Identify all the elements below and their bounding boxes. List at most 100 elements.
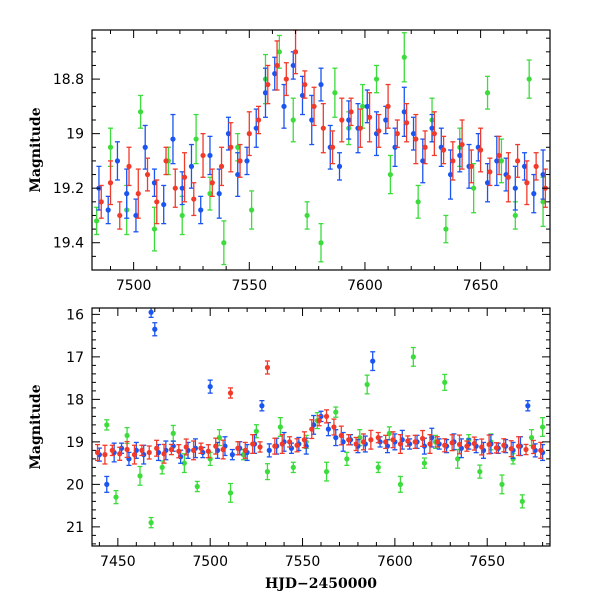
data-point <box>133 212 139 219</box>
x-tick-label: 7500 <box>192 554 228 570</box>
data-point <box>333 409 339 415</box>
data-point <box>323 469 330 475</box>
data-point <box>265 81 271 88</box>
data-point <box>152 326 158 332</box>
data-point <box>508 446 514 452</box>
data-point <box>290 464 296 470</box>
data-point <box>181 460 187 466</box>
x-tick-label: 7650 <box>463 278 499 294</box>
data-point <box>357 435 363 441</box>
data-point <box>264 364 271 371</box>
data-point <box>456 441 463 448</box>
data-point <box>183 444 189 450</box>
data-point <box>323 413 330 419</box>
data-point <box>154 199 160 205</box>
data-point <box>449 440 455 446</box>
data-point <box>450 158 456 164</box>
data-point <box>530 444 536 450</box>
data-point <box>336 163 343 169</box>
data-point <box>114 158 121 164</box>
data-point <box>255 117 262 123</box>
data-point <box>419 435 426 442</box>
data-point <box>249 207 255 213</box>
data-point <box>301 437 307 443</box>
data-point <box>181 174 188 180</box>
data-point <box>235 144 241 150</box>
top-panel: 7500 7550 7600 7650 18.8 19 19.2 19.4 Magnitude <box>28 29 551 294</box>
data-point <box>257 444 263 450</box>
data-point <box>259 403 265 409</box>
data-point <box>124 446 130 453</box>
data-point <box>366 114 373 120</box>
data-point <box>329 144 336 150</box>
data-point <box>148 309 154 315</box>
y-tick-label: 19 <box>66 127 84 143</box>
data-point <box>505 174 511 180</box>
data-point <box>383 439 389 445</box>
data-point <box>309 426 315 432</box>
data-point <box>528 435 535 441</box>
data-point <box>244 158 250 164</box>
data-point <box>521 163 528 169</box>
data-point <box>299 92 306 99</box>
data-point <box>228 144 234 150</box>
data-point <box>331 424 337 430</box>
x-tick-label: 7550 <box>231 278 267 294</box>
data-point <box>94 218 100 224</box>
data-point <box>346 437 352 443</box>
data-point <box>276 49 282 55</box>
data-point <box>124 191 130 197</box>
data-point <box>302 81 308 88</box>
data-point <box>442 379 448 385</box>
data-point <box>464 443 470 449</box>
data-point <box>176 448 182 454</box>
data-point <box>281 103 287 109</box>
data-point <box>370 358 376 364</box>
y-tick-label: 18.8 <box>53 72 84 88</box>
data-point <box>292 49 299 55</box>
data-point <box>332 90 338 96</box>
data-point <box>368 437 374 443</box>
data-point <box>107 144 114 150</box>
data-point <box>420 158 426 164</box>
x-tick-label: 7450 <box>100 554 136 570</box>
data-point <box>496 152 502 159</box>
data-point <box>429 125 435 131</box>
data-point <box>148 520 154 526</box>
data-point <box>168 446 175 453</box>
series-0 <box>104 346 546 529</box>
series-1 <box>96 51 546 233</box>
data-point <box>422 144 428 150</box>
data-point <box>274 62 280 69</box>
data-point <box>447 171 454 178</box>
data-point <box>494 158 500 164</box>
data-point <box>279 441 285 447</box>
data-point <box>512 185 518 191</box>
y-axis-label: Magnitude <box>28 107 44 192</box>
data-point <box>124 432 130 439</box>
data-point <box>151 226 158 232</box>
data-point <box>191 196 197 202</box>
data-point <box>235 445 241 451</box>
data-point <box>221 240 227 246</box>
data-point <box>412 439 418 445</box>
data-point <box>207 191 213 197</box>
data-point <box>161 451 167 457</box>
data-point <box>512 212 518 219</box>
bottom-panel: 7450 7500 7550 7600 7650 16 17 18 19 20 21 Magnitud… <box>28 307 551 592</box>
data-point <box>375 435 381 441</box>
data-point <box>523 446 529 453</box>
y-tick-label: 18 <box>66 392 84 408</box>
data-point <box>290 62 296 69</box>
y-tick-label: 19.4 <box>53 236 84 252</box>
x-axis-label: HJD−2450000 <box>265 576 377 592</box>
data-point <box>401 54 407 60</box>
data-point <box>397 481 404 487</box>
data-point <box>540 424 546 430</box>
data-point <box>478 147 484 153</box>
data-point <box>318 240 324 246</box>
data-point <box>144 171 151 178</box>
data-point <box>316 418 322 424</box>
data-point <box>98 199 104 205</box>
